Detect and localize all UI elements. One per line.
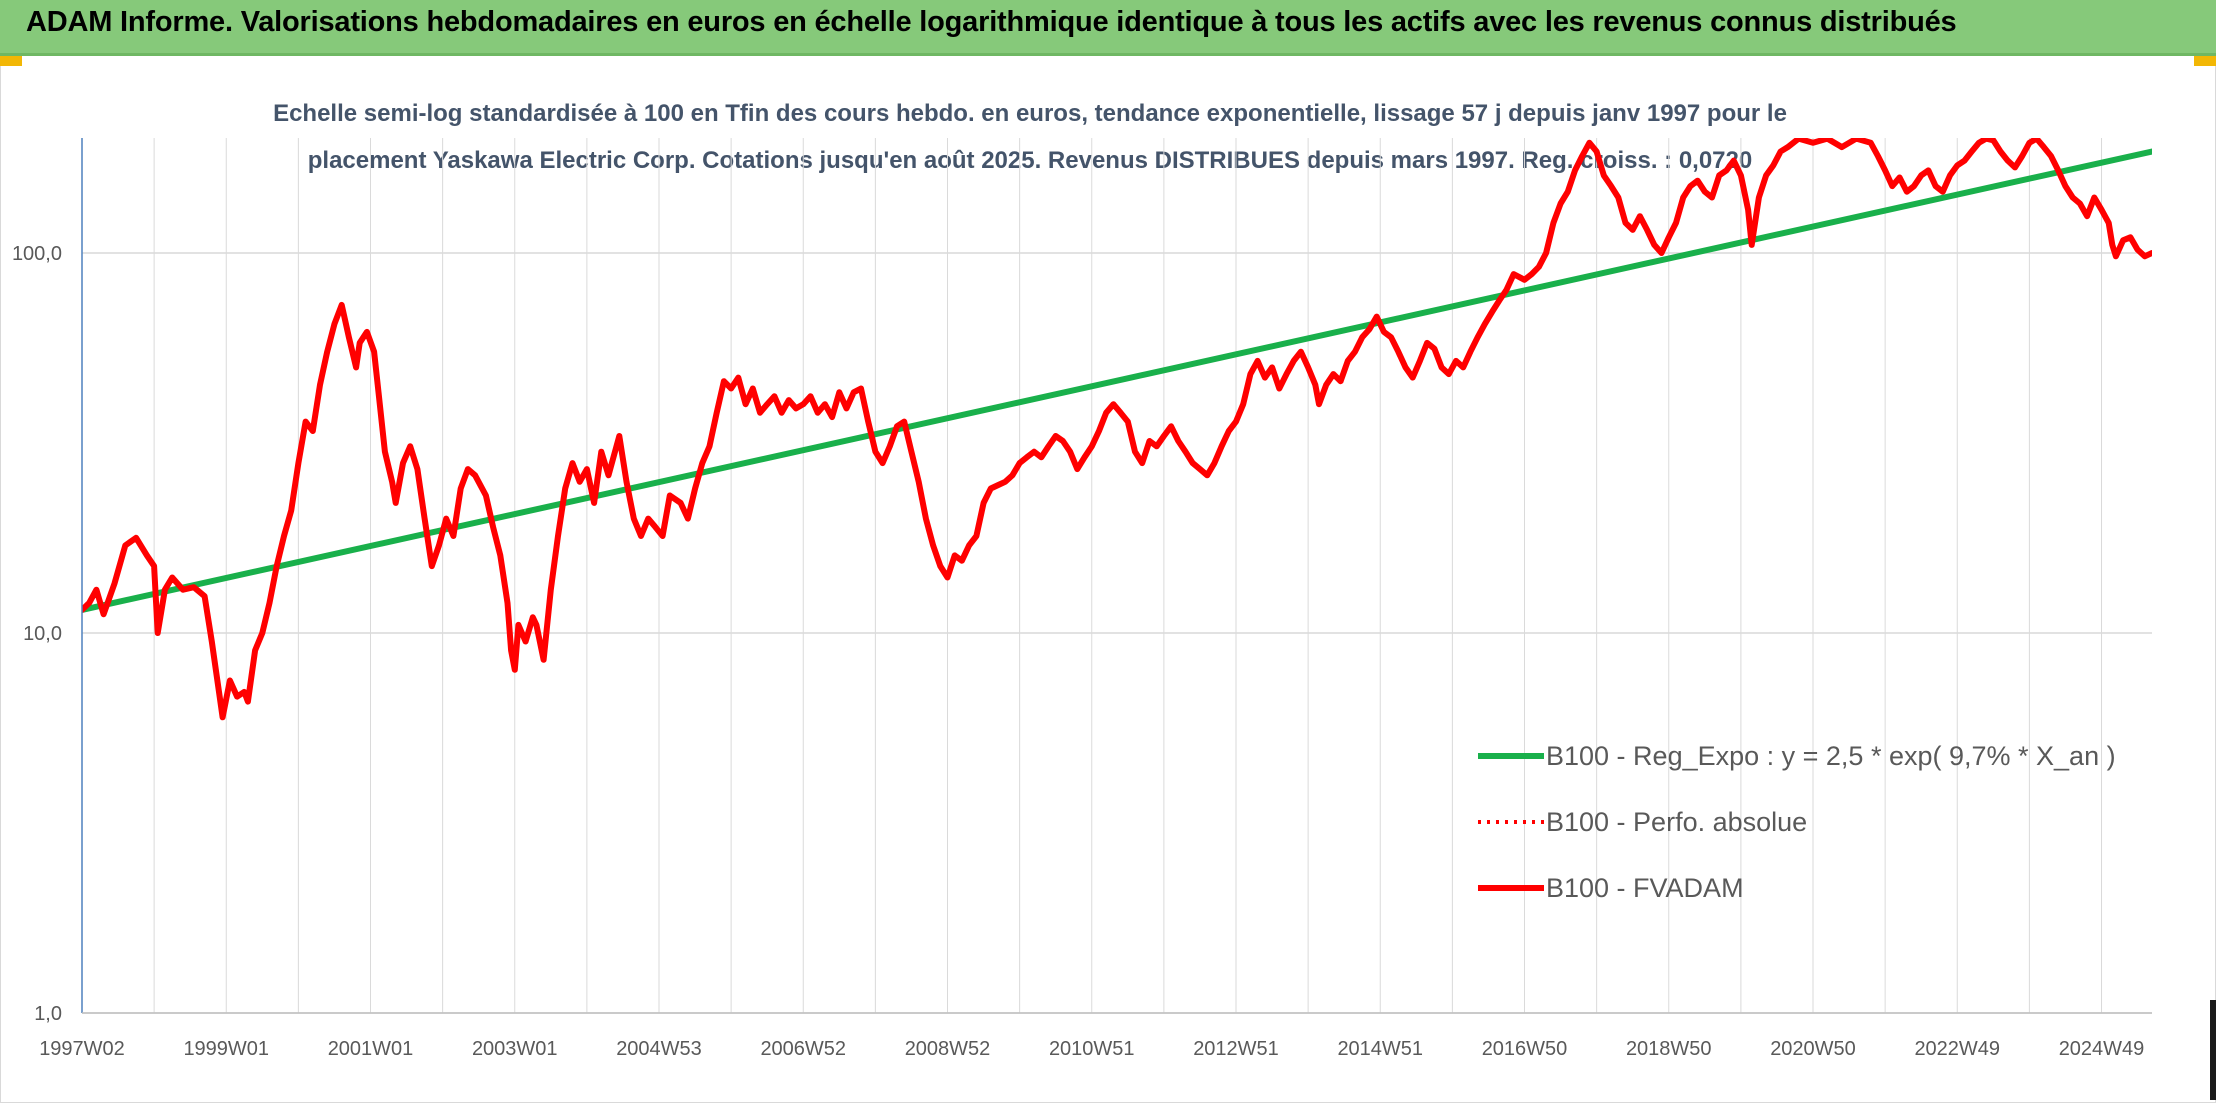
axis-layer: 1,0 10,0 100,0 1997W02 1999W01 2001W01 2003W01… (12, 138, 2152, 1060)
legend-label-1: B100 - Perfo. absolue (1546, 807, 1807, 837)
x-tick-label: 2018W50 (1626, 1038, 1712, 1060)
x-tick-label: 2004W53 (616, 1038, 702, 1060)
header-title: ADAM Informe. Valorisations hebdomadaire… (26, 6, 1957, 38)
corner-marker-left (0, 56, 22, 66)
header-bar: ADAM Informe. Valorisations hebdomadaire… (0, 0, 2216, 56)
y-tick-label: 1,0 (34, 1003, 62, 1025)
x-tick-label: 1999W01 (183, 1038, 269, 1060)
corner-marker-right (2194, 56, 2216, 66)
y-tick-label: 10,0 (23, 623, 62, 645)
y-tick-label: 100,0 (12, 243, 62, 265)
x-tick-label: 2014W51 (1337, 1038, 1423, 1060)
x-tick-label: 2012W51 (1193, 1038, 1279, 1060)
right-edge-bar (2210, 1000, 2216, 1100)
series-line-2 (82, 138, 2152, 721)
legend-label-2: B100 - FVADAM (1546, 873, 1744, 903)
x-tick-label: 2024W49 (2059, 1038, 2145, 1060)
series-line-0 (82, 148, 2152, 613)
chart-title-line-1: Echelle semi-log standardisée à 100 en T… (273, 100, 1787, 127)
chart-title-line-2: placement Yaskawa Electric Corp. Cotatio… (307, 147, 1753, 174)
x-tick-label: 2010W51 (1049, 1038, 1135, 1060)
x-tick-label: 2022W49 (1914, 1038, 2000, 1060)
legend-layer: B100 - Reg_Expo : y = 2,5 * exp( 9,7% * … (1478, 741, 2116, 903)
x-tick-label: 2008W52 (905, 1038, 991, 1060)
legend-label-0: B100 - Reg_Expo : y = 2,5 * exp( 9,7% * … (1546, 741, 2116, 771)
x-tick-label: 2001W01 (328, 1038, 414, 1060)
x-tick-label: 2006W52 (760, 1038, 846, 1060)
x-tick-label: 2016W50 (1482, 1038, 1568, 1060)
grid-layer (81, 138, 2152, 1014)
x-tick-label: 2020W50 (1770, 1038, 1856, 1060)
x-tick-label: 1997W02 (39, 1038, 125, 1060)
series-layer (82, 138, 2152, 721)
x-tick-label: 2003W01 (472, 1038, 558, 1060)
